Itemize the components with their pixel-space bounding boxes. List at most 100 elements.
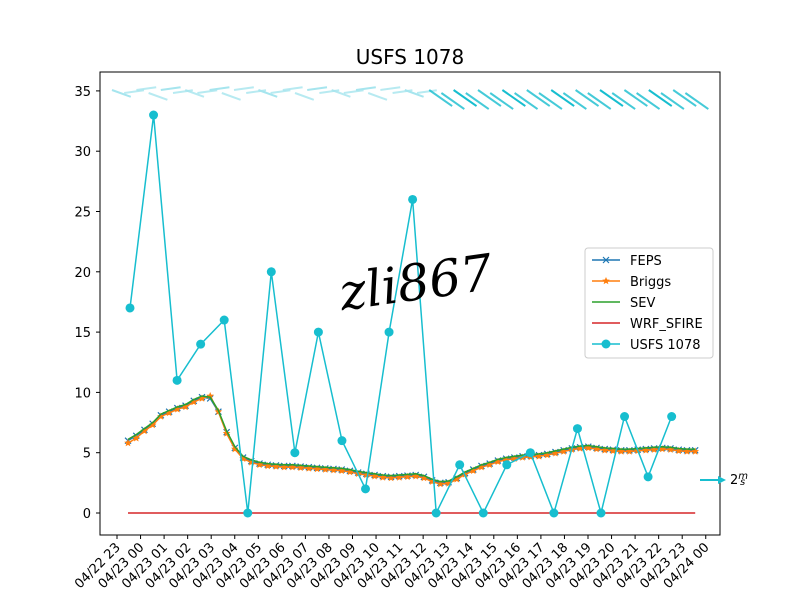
wind-arrow-icon: [343, 89, 364, 94]
data-point: [329, 466, 338, 474]
data-point: [266, 267, 276, 277]
data-point: [132, 434, 140, 442]
data-point: [255, 460, 264, 468]
wind-arrow-icon: [233, 86, 254, 91]
wind-arrow-icon: [111, 89, 132, 98]
wind-arrow-icon: [209, 86, 230, 91]
wind-arrow-icon: [477, 89, 502, 107]
y-axis: 0 5 10 15 20 25 30 35: [74, 85, 100, 522]
series-line: [129, 114, 673, 516]
data-point: [379, 473, 387, 481]
watermark-signature: zli867: [335, 243, 497, 322]
wind-scale-key: 2m s: [700, 471, 748, 488]
data-point: [313, 465, 321, 473]
data-point: [370, 472, 379, 480]
data-point: [596, 508, 606, 518]
y-tick-label: 30: [74, 145, 91, 160]
legend-entry: FEPS: [592, 254, 662, 269]
wind-arrow-icon: [623, 89, 648, 107]
legend-marker: [602, 277, 610, 285]
legend-entry: USFS 1078: [592, 338, 700, 353]
data-point: [140, 427, 149, 435]
wind-arrow-icon: [136, 86, 157, 91]
wind-scale-label: 2m s: [730, 471, 748, 488]
series-usfs-1078: [125, 110, 677, 518]
wind-arrow-icon: [489, 92, 514, 110]
wind-scale-arrowhead-icon: [718, 476, 726, 484]
wind-arrow-icon: [404, 89, 424, 98]
data-point: [196, 339, 206, 349]
wind-arrow-icon: [307, 86, 328, 91]
wind-arrow-icon: [599, 89, 624, 107]
data-point: [543, 451, 551, 459]
series-line: [127, 396, 696, 484]
data-point: [411, 472, 420, 480]
data-point: [148, 421, 157, 429]
data-point: [272, 462, 280, 470]
data-point: [361, 484, 370, 494]
legend-entry: SEV: [592, 296, 655, 311]
y-tick-label: 25: [74, 206, 91, 221]
wind-arrow-icon: [550, 89, 575, 107]
data-point: [620, 412, 630, 422]
data-point: [650, 445, 658, 453]
data-point: [494, 457, 502, 465]
legend-label: FEPS: [630, 254, 662, 269]
data-point: [691, 447, 699, 455]
wind-arrow-icon: [270, 89, 291, 94]
wind-arrow-icon: [124, 89, 145, 94]
data-point: [384, 327, 394, 337]
wind-arrow-icon: [440, 92, 465, 110]
data-point: [658, 445, 667, 453]
data-point: [601, 446, 609, 454]
wind-arrow-icon: [331, 89, 351, 98]
wind-arrow-icon: [575, 89, 600, 107]
data-point: [625, 447, 634, 455]
data-point: [280, 463, 288, 471]
data-point: [173, 405, 182, 413]
data-point: [321, 465, 330, 473]
data-point: [149, 110, 159, 120]
wind-arrow-icon: [465, 92, 490, 110]
data-point: [157, 412, 165, 420]
wind-arrow-icon: [562, 92, 587, 110]
data-point: [444, 479, 453, 487]
chart-title: USFS 1078: [356, 45, 464, 69]
data-point: [549, 508, 559, 518]
data-point: [288, 463, 297, 471]
data-point: [395, 473, 404, 481]
wind-arrow-icon: [660, 92, 685, 110]
legend-marker: [602, 256, 610, 264]
data-point: [296, 463, 305, 471]
wind-arrow-icon: [197, 89, 218, 94]
data-point: [387, 474, 395, 482]
series-briggs: [124, 392, 699, 488]
legend-label: USFS 1078: [630, 338, 700, 353]
data-point: [219, 315, 229, 325]
wind-arrow-icon: [148, 92, 168, 101]
y-tick-label: 0: [83, 507, 91, 522]
series-feps: [124, 393, 699, 487]
wind-arrow-icon: [184, 89, 205, 98]
series-sev: [127, 395, 696, 483]
data-point: [337, 436, 347, 446]
data-point: [420, 474, 428, 482]
data-point: [231, 445, 239, 453]
wind-arrow-icon: [416, 89, 437, 94]
y-tick-label: 5: [83, 447, 91, 462]
data-point: [478, 508, 488, 518]
data-point: [346, 468, 354, 476]
data-point: [617, 447, 625, 455]
wind-arrow-icon: [282, 86, 303, 91]
data-point: [181, 402, 190, 411]
legend-label: Briggs: [630, 275, 671, 290]
data-point: [125, 303, 135, 313]
wind-arrow-icon: [258, 89, 278, 98]
wind-arrow-icon: [294, 92, 315, 101]
data-point: [431, 508, 441, 518]
data-point: [502, 460, 512, 470]
data-point: [666, 445, 675, 453]
data-point: [408, 194, 418, 204]
data-point: [477, 463, 486, 471]
data-point: [305, 464, 313, 472]
